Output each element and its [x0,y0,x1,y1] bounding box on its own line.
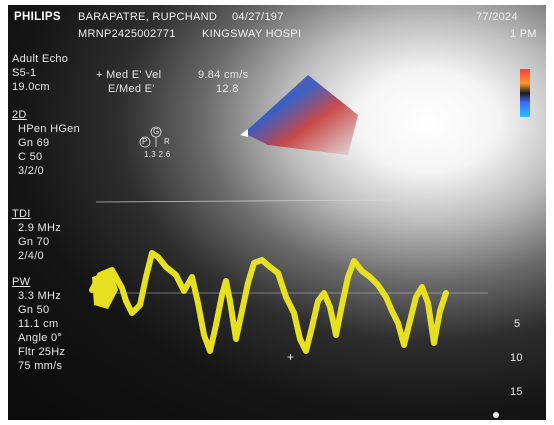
marker-g: G [153,127,160,136]
section-2d-line: Gn 69 [18,137,50,149]
section-pw-title: PW [12,276,31,288]
section-2d-line: HPen HGen [18,123,81,135]
image-depth: 19.0cm [12,81,50,93]
patient-dob: 04/27/197 [232,11,284,23]
measurement-label-e-med-e: E/Med E' [108,83,155,95]
exam-date: 77/2024 [476,11,518,23]
depth-scale-tick: 10 [510,352,523,364]
section-2d-title: 2D [12,109,27,121]
exam-preset: Adult Echo [12,53,69,65]
depth-scale-tick: 5 [514,318,521,330]
section-tdi-line: 2.9 MHz [18,222,62,234]
marker-p: P [142,137,148,146]
doppler-spectral-trace [89,250,449,354]
section-tdi-line: 2/4/0 [18,250,44,262]
sector-apex-marker [240,129,248,137]
marker-values: 1.3 2.6 [144,150,171,159]
exam-time: 1 PM [510,28,537,40]
section-2d-line: 3/2/0 [18,165,44,177]
section-pw-line: 11.1 cm [18,318,59,330]
patient-mrn: MRNP2425002771 [78,28,176,40]
hospital-name: KINGSWAY HOSPI [202,28,302,40]
measurement-value-med-e-vel: 9.84 cm/s [198,69,249,81]
section-pw-line: Angle 0° [18,332,63,344]
measurement-value-e-med-e: 12.8 [216,83,239,95]
sector-divider-line [95,199,399,203]
section-pw-line: 3.3 MHz [18,290,62,302]
ultrasound-image-layer [89,69,530,418]
probe-name: S5-1 [12,67,37,79]
doppler-trace-left-blob [92,271,118,309]
section-tdi-line: Gn 70 [18,236,50,248]
section-tdi-title: TDI [12,208,31,220]
marker-r: R [164,137,171,146]
white-speckle [493,412,499,418]
measurement-label-med-e-vel: + Med E' Vel [96,69,162,81]
color-doppler-sector [244,75,358,155]
depth-scale-tick: 15 [510,386,523,398]
ultrasound-screen: PHILIPS BARAPATRE, RUPCHAND 04/27/197 77… [8,5,546,420]
color-scale-bar [520,69,530,117]
brand-logo: PHILIPS [14,11,61,23]
section-pw-line: Fltr 25Hz [18,346,66,358]
cursor-cross-icon: + [287,350,295,364]
section-pw-line: 75 mm/s [18,360,63,372]
section-pw-line: Gn 50 [18,304,50,316]
patient-name: BARAPATRE, RUPCHAND [78,11,218,23]
section-2d-line: C 50 [18,151,43,163]
